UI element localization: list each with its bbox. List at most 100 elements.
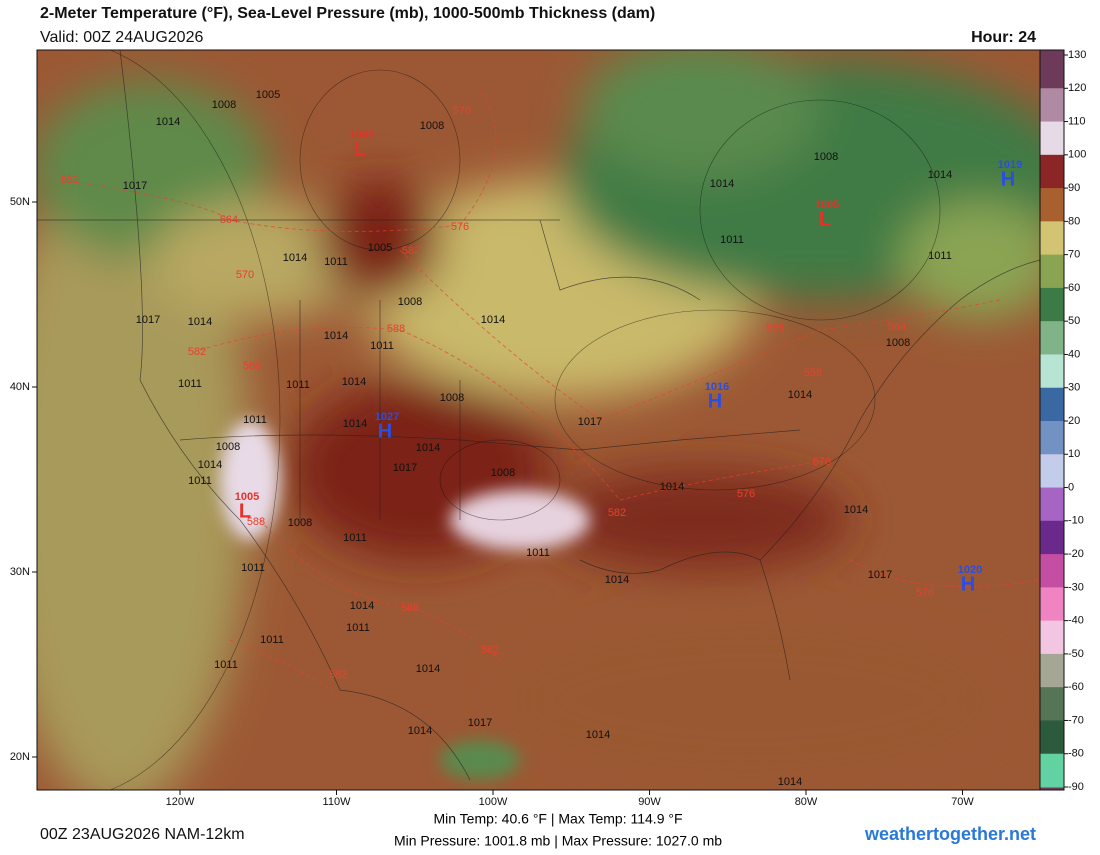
center-letter: H — [378, 420, 392, 442]
pressure-label: 1014 — [778, 776, 802, 788]
pressure-label: 1011 — [178, 378, 202, 390]
colorbar-band — [1040, 454, 1064, 489]
pressure-label: 1014 — [283, 252, 307, 264]
center-letter: H — [708, 390, 722, 412]
lon-label: 80W — [795, 796, 818, 808]
colorbar-label: -50 — [1068, 648, 1084, 660]
pressure-label: 1011 — [241, 562, 265, 574]
pressure-label: 1017 — [868, 569, 892, 581]
pressure-label: 1008 — [491, 467, 515, 479]
pressure-label: 1011 — [188, 475, 212, 487]
pressure-label: 1014 — [710, 178, 734, 190]
lon-label: 100W — [479, 796, 508, 808]
pressure-label: 1005 — [256, 89, 280, 101]
thickness-label: 558 — [804, 367, 822, 379]
colorbar-label: 80 — [1068, 215, 1080, 227]
pressure-label: 1008 — [440, 392, 464, 404]
colorbar-label: 100 — [1068, 149, 1086, 161]
center-value: 1020 — [958, 564, 982, 576]
lat-label: 50N — [10, 196, 30, 208]
colorbar-band — [1040, 487, 1064, 522]
pressure-label: 1008 — [886, 337, 910, 349]
thickness-label: 558 — [766, 322, 784, 334]
colorbar-frame — [1039, 49, 1065, 791]
colorbar-label: 20 — [1068, 415, 1080, 427]
colorbar-label: 70 — [1068, 249, 1080, 261]
center-value: 1005 — [815, 199, 839, 211]
pressure-label: 1017 — [123, 180, 147, 192]
center-letter: H — [961, 573, 975, 595]
colorbar-label: 50 — [1068, 315, 1080, 327]
colorbar-band — [1040, 687, 1064, 721]
colorbar-label: 130 — [1068, 49, 1086, 61]
thickness-label: 570 — [813, 456, 831, 468]
center-value: 1019 — [998, 159, 1022, 171]
colorbar-band — [1040, 221, 1064, 256]
pressure-label: 1014 — [343, 418, 367, 430]
colorbar-label: 120 — [1068, 82, 1086, 94]
lon-label: 90W — [638, 796, 661, 808]
center-letter: H — [1001, 168, 1015, 190]
lat-label: 20N — [10, 751, 30, 763]
colorbar-label: 30 — [1068, 382, 1080, 394]
colorbar-band — [1040, 55, 1064, 89]
thickness-label: 576 — [451, 221, 469, 233]
thickness-label: 582 — [329, 669, 347, 681]
temp-range: Min Temp: 40.6 °F | Max Temp: 114.9 °F — [433, 811, 682, 827]
pressure-label: 1014 — [188, 316, 212, 328]
pressure-range: Min Pressure: 1001.8 mb | Max Pressure: … — [394, 833, 722, 849]
pressure-label: 1011 — [214, 659, 238, 671]
colorbar-label: -80 — [1068, 748, 1084, 760]
colorbar-band — [1040, 387, 1064, 422]
pressure-label: 1014 — [416, 442, 440, 454]
thickness-label: 582 — [402, 245, 420, 257]
pressure-label: 1017 — [578, 416, 602, 428]
colorbar-label: 60 — [1068, 282, 1080, 294]
center-letter: L — [239, 500, 251, 522]
thickness-label: 570 — [453, 105, 471, 117]
map-field — [37, 50, 1040, 790]
pressure-label: 1008 — [420, 120, 444, 132]
pressure-label: 1011 — [324, 256, 348, 268]
lon-label: 110W — [323, 796, 352, 808]
pressure-label: 1014 — [481, 314, 505, 326]
thickness-label: 552 — [61, 174, 79, 186]
colorbar-band — [1040, 188, 1064, 222]
valid-time: Valid: 00Z 24AUG2026 — [40, 29, 203, 46]
pressure-label: 1011 — [243, 414, 267, 426]
pressure-label: 1005 — [368, 242, 392, 254]
thickness-label: 576 — [916, 587, 934, 599]
lat-label: 40N — [10, 381, 30, 393]
pressure-label: 1008 — [398, 296, 422, 308]
colorbar-label: 90 — [1068, 182, 1080, 194]
thickness-label: 588 — [387, 323, 405, 335]
forecast-hour: Hour: 24 — [971, 29, 1036, 46]
colorbar-band — [1040, 753, 1064, 788]
colorbar-band — [1040, 421, 1064, 455]
pressure-label: 1014 — [324, 330, 348, 342]
pressure-label: 1014 — [844, 504, 868, 516]
colorbar-band — [1040, 287, 1064, 322]
thickness-label: 564 — [888, 321, 906, 333]
colorbar-label: -30 — [1068, 581, 1084, 593]
thickness-label: 582 — [608, 507, 626, 519]
colorbar-band — [1040, 321, 1064, 355]
pressure-label: 1011 — [720, 234, 744, 246]
colorbar-band — [1040, 620, 1064, 655]
colorbar-label: -10 — [1068, 515, 1084, 527]
colorbar-band — [1040, 121, 1064, 156]
pressure-label: 1008 — [814, 151, 838, 163]
pressure-label: 1008 — [288, 517, 312, 529]
lon-label: 70W — [951, 796, 974, 808]
thickness-label: 588 — [401, 602, 419, 614]
pressure-label: 1014 — [660, 481, 684, 493]
model-run: 00Z 23AUG2026 NAM-12km — [40, 826, 245, 843]
pressure-label: 1014 — [928, 169, 952, 181]
colorbar-band — [1040, 554, 1064, 588]
thickness-label: 582 — [481, 644, 499, 656]
center-value: 1002 — [350, 129, 374, 141]
colorbar-label: -70 — [1068, 714, 1084, 726]
colorbar-label: -20 — [1068, 548, 1084, 560]
center-letter: L — [819, 208, 831, 230]
